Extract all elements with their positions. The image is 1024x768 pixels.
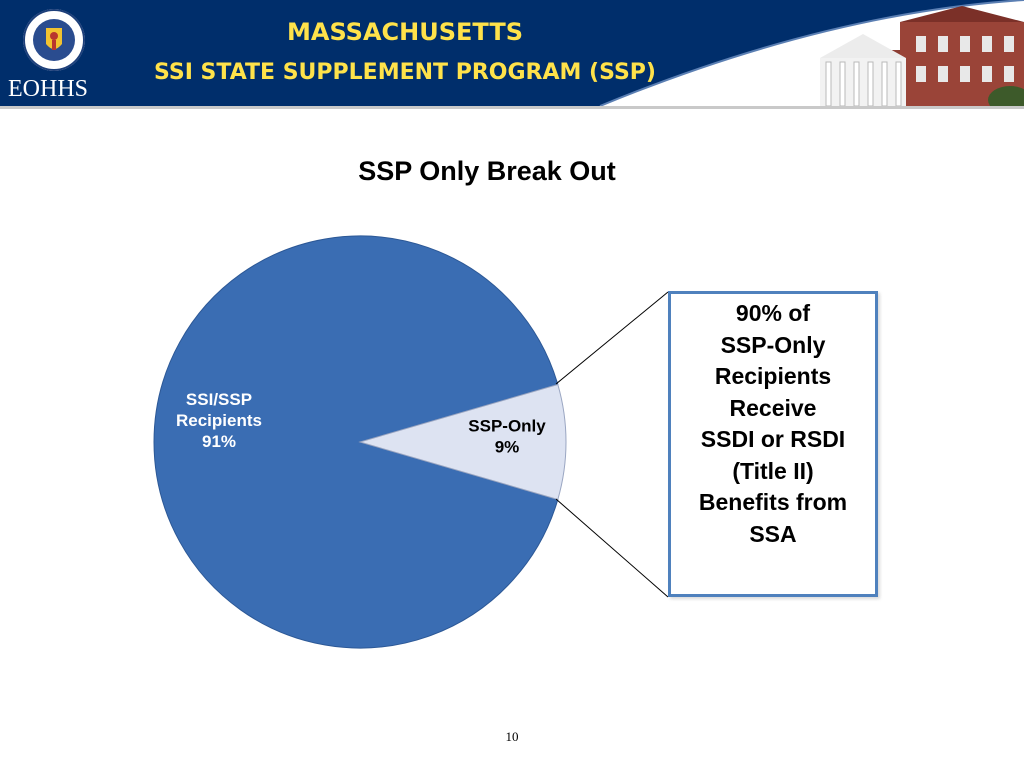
pie-chart: SSP Only Break Out SSI/SSP Recipients 91%S… [153, 156, 669, 649]
callout-connector-bottom [555, 498, 669, 598]
pie-slice-ssp-only [358, 383, 567, 501]
pie-slice-ssi-ssp [153, 235, 559, 649]
agency-name: EOHHS [8, 76, 89, 102]
header-banner: EOHHS MASSACHUSETTS SSI STATE SUPPLEMENT… [0, 0, 1024, 106]
page-number: 10 [505, 729, 519, 744]
callout-connector-top [555, 291, 669, 385]
chart-title: SSP Only Break Out [358, 156, 616, 186]
page-title-line-1: MASSACHUSETTS [287, 18, 523, 46]
header-divider [0, 106, 1024, 109]
pie-slice-ssp-only-label: SSP-Only 9% [468, 417, 546, 457]
massachusetts-seal-icon [23, 9, 85, 71]
page-title-line-2: SSI STATE SUPPLEMENT PROGRAM (SSP) [154, 60, 656, 85]
state-house-building-icon [820, 6, 1024, 106]
pie-slices [153, 235, 567, 649]
pie-labels: SSI/SSP Recipients 91% SSP-Only 9% [176, 390, 546, 457]
callout-box: 90% of SSP-Only Recipients Receive SSDI … [668, 291, 878, 597]
callout-text: 90% of SSP-Only Recipients Receive SSDI … [698, 300, 848, 547]
pie-slice-ssi-ssp-label: SSI/SSP Recipients 91% [176, 390, 262, 451]
